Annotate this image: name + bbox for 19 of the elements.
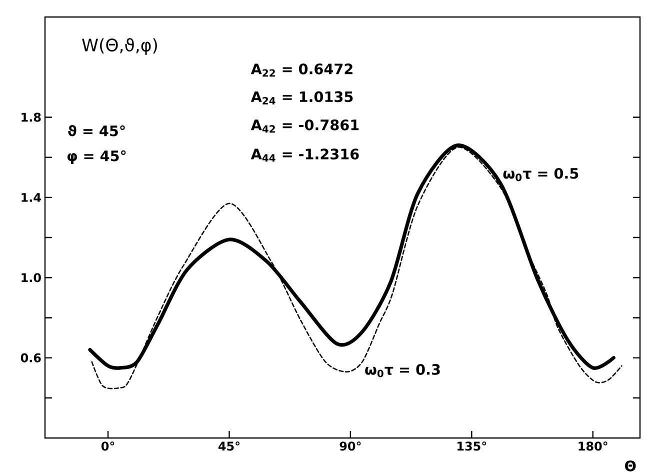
annotation: A$_{44}$ = -1.2316 bbox=[250, 148, 359, 162]
y-axis-title: W(Θ,ϑ,φ) bbox=[82, 38, 157, 55]
x-tick-label: 180° bbox=[578, 442, 608, 451]
y-tick-label: 1.0 bbox=[22, 273, 41, 282]
x-tick-label: 90° bbox=[340, 442, 361, 451]
x-axis-title: Θ bbox=[625, 460, 636, 472]
annotation: A$_{22}$ = 0.6472 bbox=[250, 64, 352, 77]
annotation: A$_{42}$ = -0.7861 bbox=[250, 119, 359, 133]
y-tick-label: 1.8 bbox=[22, 112, 41, 122]
x-tick-label: 45° bbox=[218, 442, 240, 451]
annotation: A$_{24}$ = 1.0135 bbox=[250, 91, 353, 104]
y-tick-label: 1.4 bbox=[22, 193, 41, 202]
annotation: ϑ = 45° bbox=[68, 125, 125, 136]
x-tick-label: 135° bbox=[458, 442, 486, 451]
y-tick-label: 0.6 bbox=[20, 353, 41, 362]
annotation: φ = 45° bbox=[68, 150, 126, 164]
x-tick-label: 0° bbox=[101, 442, 114, 451]
series-label: ω$_{0}$τ = 0.5 bbox=[503, 168, 578, 182]
series-label: ω$_{0}$τ = 0.3 bbox=[365, 364, 440, 378]
